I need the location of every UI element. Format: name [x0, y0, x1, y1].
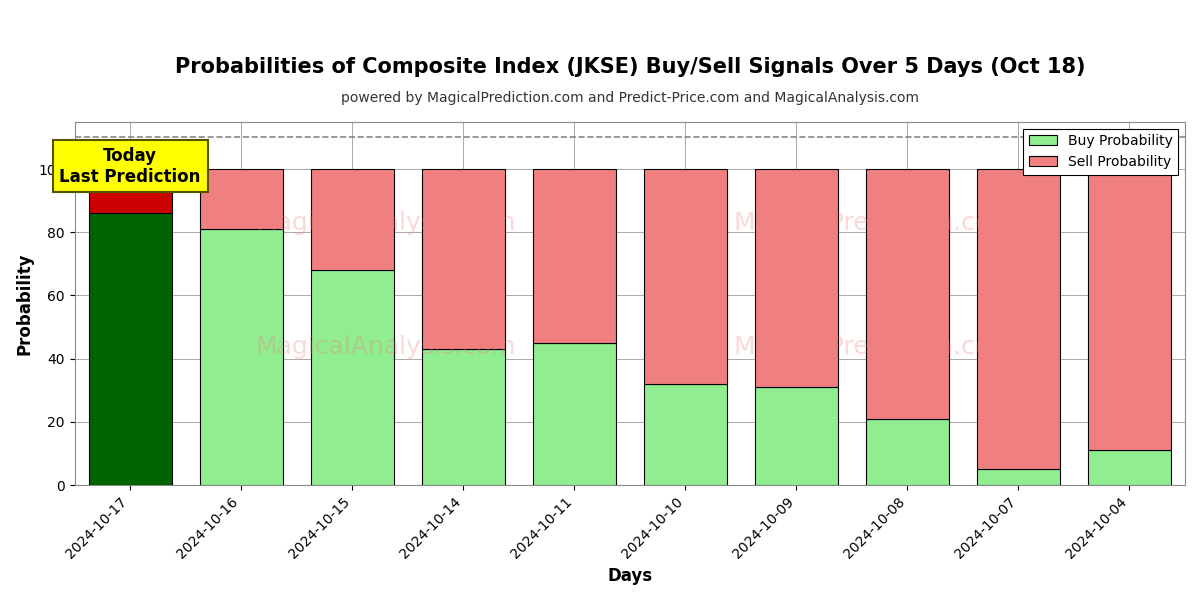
Bar [643, 384, 727, 485]
Bar [865, 419, 949, 485]
Bar [421, 169, 505, 349]
Text: MagicalAnalysis.com: MagicalAnalysis.com [256, 211, 516, 235]
Bar [421, 349, 505, 485]
Legend: Buy Probability, Sell Probability: Buy Probability, Sell Probability [1024, 128, 1178, 175]
Text: MagicalPrediction.com: MagicalPrediction.com [733, 335, 1015, 359]
Bar [755, 169, 838, 387]
Bar [311, 270, 394, 485]
Bar [977, 169, 1060, 469]
Bar [89, 213, 172, 485]
Bar [533, 343, 616, 485]
Bar [1088, 169, 1171, 451]
Text: Today
Last Prediction: Today Last Prediction [60, 147, 200, 186]
Bar [755, 387, 838, 485]
Y-axis label: Probability: Probability [16, 252, 34, 355]
Text: powered by MagicalPrediction.com and Predict-Price.com and MagicalAnalysis.com: powered by MagicalPrediction.com and Pre… [341, 91, 919, 105]
Text: MagicalAnalysis.com: MagicalAnalysis.com [256, 335, 516, 359]
Bar [311, 169, 394, 270]
Title: Probabilities of Composite Index (JKSE) Buy/Sell Signals Over 5 Days (Oct 18): Probabilities of Composite Index (JKSE) … [174, 57, 1085, 77]
Bar [1088, 451, 1171, 485]
X-axis label: Days: Days [607, 567, 653, 585]
Bar [977, 469, 1060, 485]
Bar [199, 229, 283, 485]
Bar [199, 169, 283, 229]
Bar [89, 169, 172, 213]
Bar [533, 169, 616, 343]
Bar [643, 169, 727, 384]
Bar [865, 169, 949, 419]
Text: MagicalPrediction.com: MagicalPrediction.com [733, 211, 1015, 235]
